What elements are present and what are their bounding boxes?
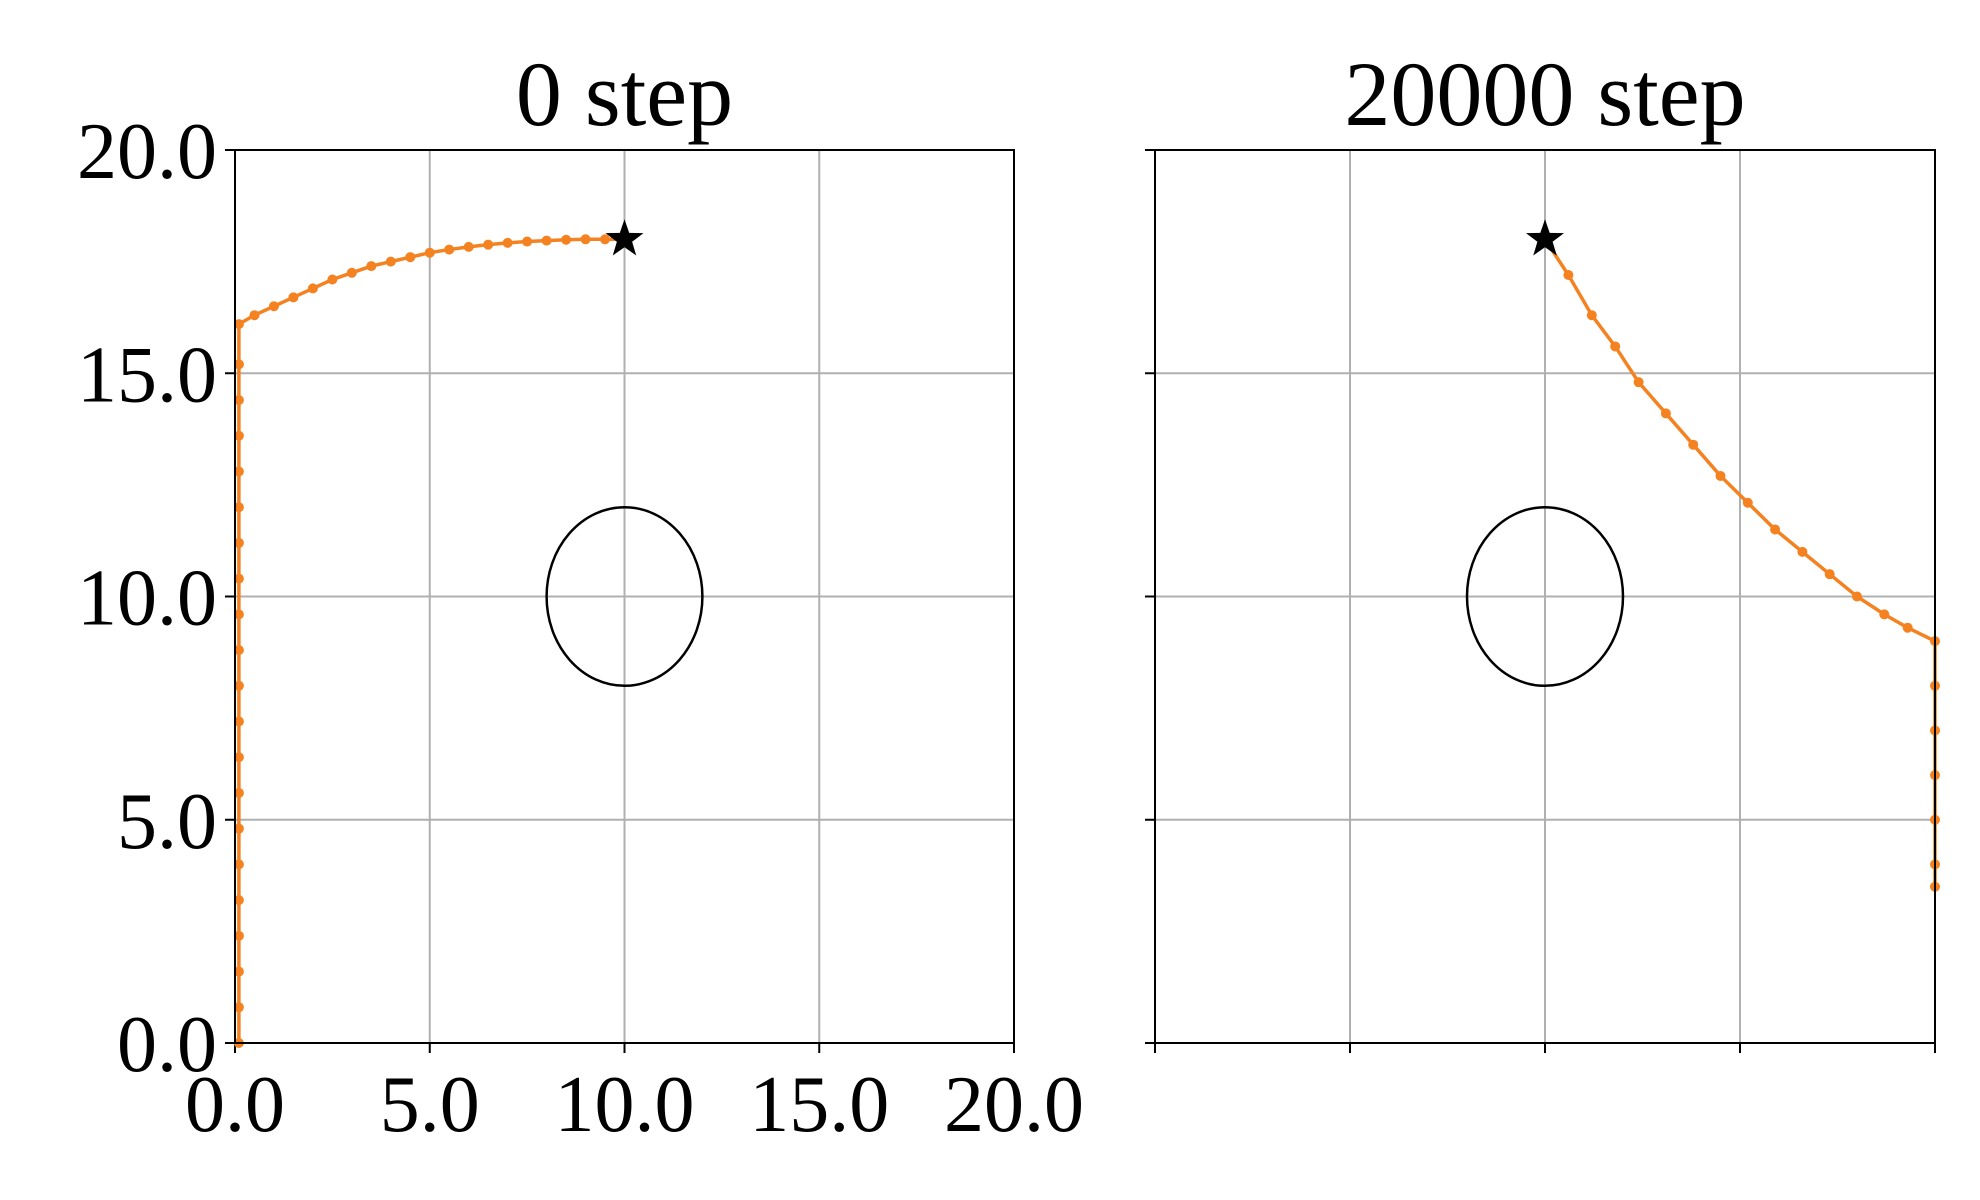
trajectory-point bbox=[1563, 270, 1574, 281]
trajectory-point bbox=[233, 609, 244, 620]
trajectory-line bbox=[237, 237, 625, 1043]
trajectory-point bbox=[1852, 591, 1862, 602]
x-tick-label: 20.0 bbox=[944, 1061, 1084, 1149]
trajectory-point bbox=[1633, 377, 1644, 388]
trajectory-point bbox=[233, 466, 244, 477]
trajectory-point bbox=[233, 966, 244, 977]
trajectory-point bbox=[233, 930, 244, 941]
trajectory-point bbox=[233, 787, 244, 798]
trajectory-point bbox=[307, 283, 318, 294]
trajectory-point bbox=[233, 395, 244, 406]
trajectory-point bbox=[233, 752, 244, 763]
obstacle bbox=[1465, 505, 1625, 688]
trajectory-point bbox=[1797, 546, 1808, 557]
y-tick-label: 5.0 bbox=[117, 778, 217, 866]
trajectory-point bbox=[233, 359, 244, 370]
trajectory-point bbox=[233, 859, 244, 870]
x-tick-label: 10.0 bbox=[555, 1061, 695, 1149]
trajectory-point bbox=[580, 234, 591, 245]
trajectory-point bbox=[444, 244, 455, 255]
trajectory-point bbox=[346, 267, 357, 278]
trajectory-point bbox=[561, 234, 572, 245]
y-tick-label: 15.0 bbox=[77, 331, 217, 419]
trajectory-point bbox=[600, 234, 611, 245]
trajectory-point bbox=[1742, 497, 1753, 508]
trajectory-point bbox=[327, 274, 338, 285]
subplot-title: 20000 step bbox=[1344, 43, 1745, 145]
trajectory-point bbox=[233, 537, 244, 548]
x-tick-label: 0.0 bbox=[185, 1061, 285, 1149]
trajectory-point bbox=[1688, 439, 1699, 450]
y-tick-label: 10.0 bbox=[77, 555, 217, 643]
trajectory-point bbox=[502, 237, 513, 248]
goal-star bbox=[605, 219, 644, 256]
trajectory-point bbox=[233, 680, 244, 691]
trajectory-point bbox=[541, 235, 552, 246]
axes-frame bbox=[1154, 149, 1936, 1044]
trajectory-point bbox=[1586, 310, 1597, 321]
trajectory-point bbox=[1660, 408, 1671, 419]
trajectory-point bbox=[463, 241, 474, 252]
y-tick-label: 0.0 bbox=[117, 1001, 217, 1089]
trajectory-point bbox=[233, 502, 244, 513]
trajectory-point bbox=[233, 319, 244, 330]
trajectory-point bbox=[233, 716, 244, 727]
goal-star bbox=[1525, 219, 1565, 256]
trajectory-point bbox=[1610, 341, 1621, 352]
trajectory-point bbox=[405, 252, 416, 263]
trajectory-point bbox=[288, 292, 299, 303]
trajectory-point bbox=[1770, 524, 1781, 535]
x-tick-label: 15.0 bbox=[749, 1061, 889, 1149]
trajectory-point bbox=[483, 239, 494, 250]
obstacle bbox=[545, 505, 704, 688]
trajectory-point bbox=[1824, 569, 1835, 580]
trajectory-point bbox=[522, 236, 533, 247]
axes-frame bbox=[234, 149, 1015, 1044]
trajectory-point bbox=[1715, 470, 1726, 481]
subplot-title: 0 step bbox=[516, 43, 733, 145]
trajectory-point bbox=[385, 256, 396, 267]
trajectory-point bbox=[1879, 609, 1890, 620]
trajectory-point bbox=[233, 645, 244, 656]
trajectory-point bbox=[424, 247, 435, 258]
trajectory-point bbox=[233, 430, 244, 441]
trajectory-point bbox=[233, 573, 244, 584]
y-tick-label: 20.0 bbox=[77, 108, 217, 196]
trajectory-point bbox=[268, 301, 279, 312]
trajectory-point bbox=[233, 1002, 244, 1013]
trajectory-point bbox=[249, 310, 260, 321]
x-tick-label: 5.0 bbox=[380, 1061, 480, 1149]
trajectory-point bbox=[233, 823, 244, 834]
trajectory-point bbox=[1902, 622, 1913, 633]
trajectory-point bbox=[233, 895, 244, 906]
trajectory-point bbox=[366, 261, 377, 272]
